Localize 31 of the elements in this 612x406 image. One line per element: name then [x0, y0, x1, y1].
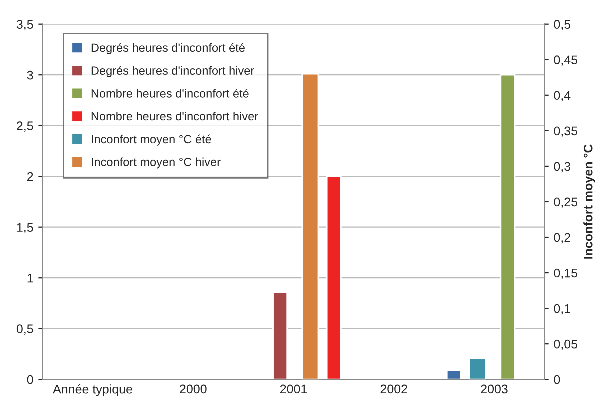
x-tick-label: 2000: [180, 384, 207, 394]
y2-tick-label: 0,5: [554, 20, 571, 30]
y-tick-label: 2: [27, 172, 34, 182]
y-tick-label: 3,5: [16, 20, 34, 30]
y2-tick-label: 0,3: [554, 162, 571, 173]
y2-tick-label: 0,25: [554, 198, 578, 208]
legend-label: Inconfort moyen °C été: [92, 134, 212, 146]
y-tick-label: 0,5: [16, 324, 34, 335]
y-tick-label: 3: [27, 70, 34, 80]
legend-label: Degrés heures d'inconfort hiver: [92, 66, 254, 78]
y-tick-label: 0: [27, 375, 34, 384]
y2-tick-label: 0,45: [554, 56, 578, 66]
y2-tick-label: 0,05: [554, 340, 578, 350]
y2-tick-label: 0,35: [554, 126, 578, 138]
y-tick-label: 1: [28, 274, 34, 283]
legend-label: Nombre heures d'inconfort été: [92, 89, 249, 98]
legend-label: Inconfort moyen °C hiver: [92, 158, 221, 169]
y-tick-label: 1,5: [17, 223, 34, 234]
y2-axis-title: Inconfort moyen °C: [584, 144, 596, 259]
y2-tick-label: 0,2: [554, 233, 570, 244]
y2-tick-label: 0,4: [554, 91, 571, 102]
x-tick-label: 2002: [380, 384, 408, 394]
x-tick-label: Année typique: [53, 384, 132, 396]
y-tick-label: 2,5: [17, 122, 34, 132]
y2-tick-label: 0: [554, 375, 560, 384]
legend-label: Nombre heures d'inconfort hiver: [92, 112, 258, 121]
y2-tick-label: 0,1: [554, 304, 570, 315]
x-tick-label: 2003: [481, 384, 508, 394]
x-tick-label: 2001: [280, 384, 308, 394]
y2-tick-label: 0,15: [554, 268, 578, 280]
legend-label: Degrés heures d'inconfort été: [92, 43, 245, 54]
